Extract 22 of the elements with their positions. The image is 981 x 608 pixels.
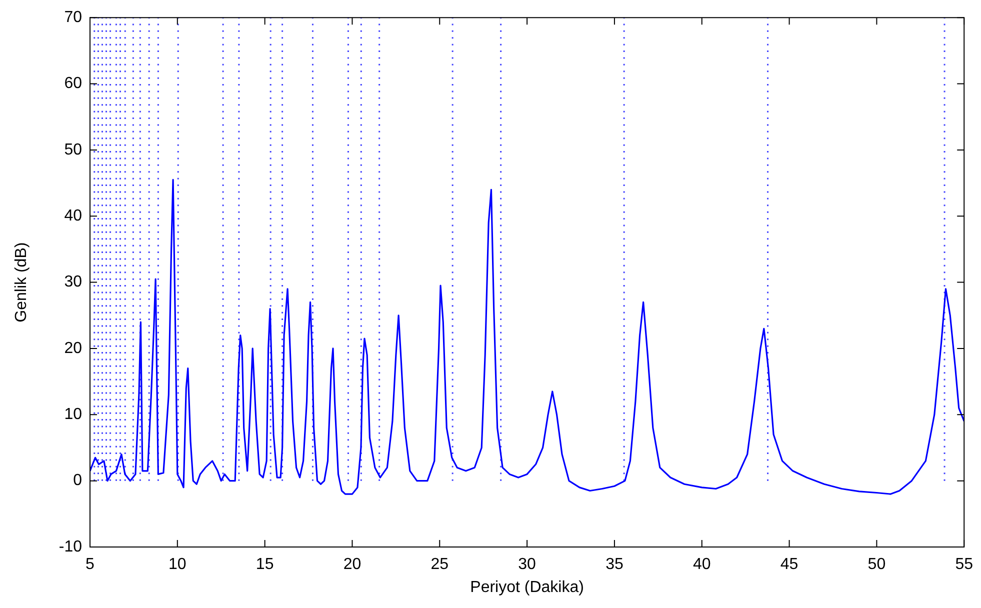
- y-tick-label: 60: [64, 75, 82, 92]
- y-tick-label: 10: [64, 406, 82, 424]
- x-axis-title: Periyot (Dakika): [470, 578, 584, 596]
- x-tick-label: 5: [86, 556, 95, 574]
- y-tick-label: 0: [73, 472, 82, 490]
- y-axis-title: Genlik (dB): [13, 242, 30, 322]
- x-tick-label: 25: [430, 556, 449, 574]
- x-tick-label: 10: [168, 556, 186, 574]
- x-tick-label: 55: [955, 556, 974, 574]
- x-tick-label: 50: [868, 556, 886, 574]
- y-tick-label: -10: [58, 538, 82, 556]
- x-tick-label: 35: [606, 556, 624, 574]
- x-tick-label: 40: [692, 556, 711, 574]
- x-tick-label: 15: [256, 556, 274, 574]
- y-tick-label: 40: [64, 208, 82, 225]
- y-tick-label: 30: [64, 274, 82, 291]
- x-tick-label: 45: [780, 556, 798, 574]
- y-tick-label: 70: [64, 9, 82, 26]
- x-tick-label: 20: [343, 556, 362, 574]
- y-tick-label: 20: [64, 340, 82, 357]
- y-tick-label: 50: [64, 141, 82, 158]
- x-tick-label: 30: [518, 556, 536, 574]
